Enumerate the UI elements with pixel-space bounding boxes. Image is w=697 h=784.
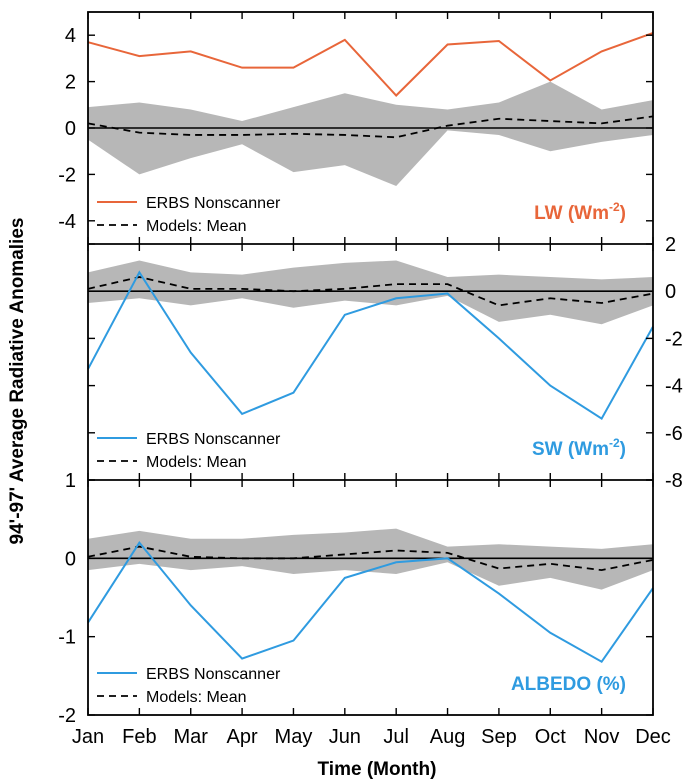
albedo-y-tick-label: 1 <box>65 470 76 492</box>
lw-models-mean-line <box>87 115 654 139</box>
sw-legend-erbs-label: ERBS Nonscanner <box>146 431 281 448</box>
panel-albedo: 1 0 -1 -2 ERBS Nonscanner Models: Mean ALBEDO … <box>58 470 654 727</box>
x-tick-label-dec: Dec <box>635 726 671 748</box>
x-tick-label-aug: Aug <box>430 726 466 748</box>
x-tick-label-nov: Nov <box>584 726 620 748</box>
albedo-y-tick-label: -1 <box>58 627 76 649</box>
plot-frame <box>87 11 654 716</box>
sw-y-tick-label: -2 <box>665 328 683 350</box>
x-tick-label-jun: Jun <box>329 726 361 748</box>
panels-layer: 4 2 0 -2 -4 ERBS Nonscanner Models: Mean LW (Wm… <box>58 12 683 727</box>
lw-panel-label-end: ) <box>620 203 626 224</box>
panel-lw: 4 2 0 -2 -4 ERBS Nonscanner Models: Mean LW (Wm… <box>58 12 654 244</box>
lw-y-tick-label: 2 <box>65 72 76 94</box>
x-tick-label-mar: Mar <box>174 726 209 748</box>
sw-legend-mean-label: Models: Mean <box>146 454 247 471</box>
albedo-panel-label: ALBEDO (%) <box>511 674 626 695</box>
lw-legend-erbs-label: ERBS Nonscanner <box>146 195 281 212</box>
x-tick-label-sep: Sep <box>481 726 517 748</box>
lw-panel-label-main: LW (Wm <box>534 203 609 224</box>
sw-model-spread-band <box>88 260 653 325</box>
x-tick-label-jul: Jul <box>383 726 409 748</box>
sw-panel-label: SW (Wm-2) <box>532 436 626 460</box>
x-tick-label-apr: Apr <box>227 726 258 748</box>
sw-y-tick-label: 0 <box>665 281 676 303</box>
sw-y-tick-label: -4 <box>665 376 683 398</box>
lw-y-tick-label: -2 <box>58 164 76 186</box>
sw-y-tick-label: -8 <box>665 470 683 492</box>
x-tick-label-jan: Jan <box>72 726 104 748</box>
albedo-y-tick-label: 0 <box>65 548 76 570</box>
albedo-erbs-nonscanner-line <box>87 540 654 664</box>
x-axis-title: Time (Month) <box>318 759 437 780</box>
albedo-y-tick-label: -2 <box>58 705 76 727</box>
lw-legend-mean-label: Models: Mean <box>146 218 247 235</box>
y-axis-title: 94'-97' Average Radiative Anomalies <box>7 218 28 545</box>
albedo-panel-label-main: ALBEDO (%) <box>511 674 626 695</box>
frame-layer <box>87 11 654 716</box>
x-tick-label-feb: Feb <box>122 726 156 748</box>
sw-erbs-nonscanner-line <box>87 270 654 421</box>
albedo-legend-mean-label: Models: Mean <box>146 689 247 706</box>
lw-panel-label: LW (Wm-2) <box>534 200 626 224</box>
sw-models-mean-line <box>87 276 654 307</box>
lw-y-tick-label: -4 <box>58 211 76 233</box>
panel-sw: 2 0 -2 -4 -6 -8 ERBS Nonscanner Models: Mean SW … <box>87 234 683 492</box>
lw-model-spread-band <box>88 81 653 186</box>
lw-y-tick-label: 4 <box>65 25 76 47</box>
sw-panel-label-end: ) <box>620 439 626 460</box>
x-tick-label-may: May <box>275 726 313 748</box>
sw-panel-label-main: SW (Wm <box>532 439 609 460</box>
x-tick-labels: Jan Feb Mar Apr May Jun Jul Aug Sep Oct Nov Dec <box>72 726 671 748</box>
x-tick-label-oct: Oct <box>535 726 567 748</box>
albedo-legend-erbs-label: ERBS Nonscanner <box>146 666 281 683</box>
lw-y-tick-label: 0 <box>65 118 76 140</box>
lw-panel-label-sup: -2 <box>609 200 620 214</box>
sw-panel-label-sup: -2 <box>609 436 620 450</box>
lw-erbs-nonscanner-line <box>87 31 654 97</box>
sw-y-tick-label: -6 <box>665 423 683 445</box>
sw-y-tick-label: 2 <box>665 234 676 256</box>
